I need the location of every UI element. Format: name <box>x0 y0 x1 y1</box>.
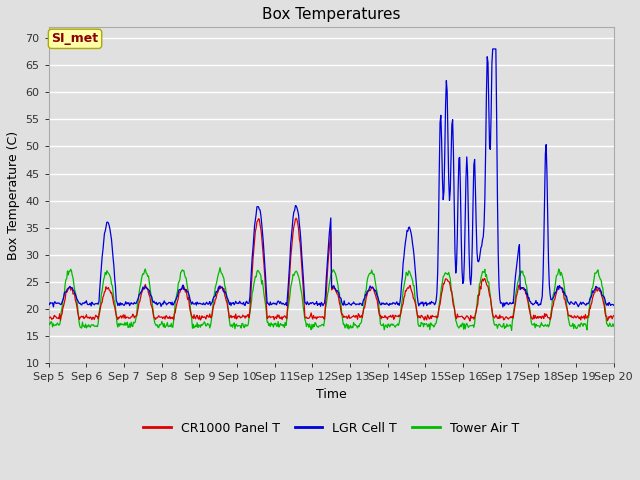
X-axis label: Time: Time <box>316 388 347 401</box>
Y-axis label: Box Temperature (C): Box Temperature (C) <box>7 131 20 260</box>
Text: SI_met: SI_met <box>51 32 99 45</box>
Legend: CR1000 Panel T, LGR Cell T, Tower Air T: CR1000 Panel T, LGR Cell T, Tower Air T <box>138 417 524 440</box>
Title: Box Temperatures: Box Temperatures <box>262 7 401 22</box>
